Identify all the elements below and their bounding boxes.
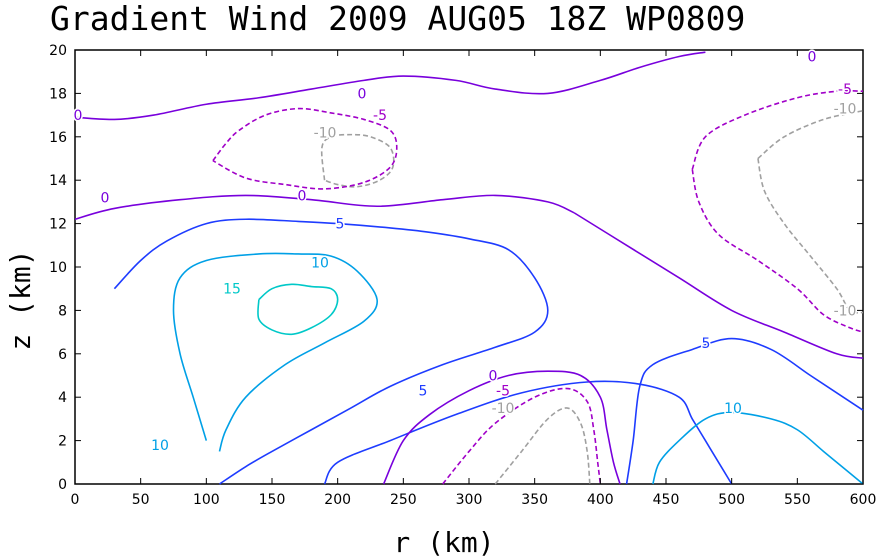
contour-line--10 [320,133,395,188]
x-tick-label: 50 [132,492,150,508]
contour-layer [74,51,864,485]
x-tick-label: 550 [784,492,811,508]
contour-line-15 [257,283,339,336]
x-tick-label: 450 [653,492,680,508]
contour-line--5 [691,169,864,333]
x-axis-label: r (km) [393,526,494,559]
y-tick-label: 16 [49,130,67,146]
contour-line--5 [212,107,398,190]
x-tick-label: 500 [718,492,745,508]
contour-label--5: -5 [838,82,852,98]
contour-label-10: 10 [151,438,169,454]
x-tick-label: 600 [850,492,877,508]
y-tick-label: 10 [49,260,67,276]
contour-label--10: -10 [492,401,515,417]
x-tick-label: 400 [587,492,614,508]
contour-line-0 [74,51,706,121]
contour-label-10: 10 [724,401,742,417]
contour-line-5 [323,380,733,485]
contour-line--10 [757,109,864,160]
x-tick-label: 300 [456,492,483,508]
y-tick-label: 6 [58,347,67,363]
y-tick-label: 14 [49,173,67,189]
contour-label--5: -5 [373,108,387,124]
contour-label-0: 0 [489,369,498,385]
contour-line-5 [113,218,549,485]
contour-line--5 [442,387,602,485]
contour-line-0 [382,370,621,485]
contour-line--5 [691,89,864,170]
chart-title: Gradient Wind 2009 AUG05 18Z WP0809 [50,0,745,38]
contour-line-0 [74,194,575,221]
y-tick-label: 18 [49,86,67,102]
contour-label-0: 0 [74,108,83,124]
contour-label-10: 10 [311,256,329,272]
contour-label-5: 5 [702,336,711,352]
contour-line-10 [652,411,864,485]
y-tick-label: 12 [49,217,67,233]
contour-line-5 [625,337,864,485]
contour-label--10: -10 [314,125,337,141]
contour-label--5: -5 [496,384,510,400]
contour-label-0: 0 [808,50,817,66]
x-tick-label: 200 [324,492,351,508]
x-tick-label: 100 [193,492,220,508]
contour-label-0: 0 [298,188,307,204]
x-tick-label: 0 [71,492,80,508]
y-tick-label: 0 [58,477,67,493]
contour-label--10: -10 [834,303,857,319]
y-axis-ticks: 0 2 4 6 8 10 12 14 16 18 20 [49,43,863,493]
y-tick-label: 4 [58,390,67,406]
x-tick-label: 350 [521,492,548,508]
y-tick-label: 2 [58,434,67,450]
contour-line--10 [757,158,864,314]
y-tick-label: 8 [58,303,67,319]
x-tick-label: 150 [259,492,286,508]
contour-label--10: -10 [834,102,857,118]
contour-label-5: 5 [336,217,345,233]
x-tick-label: 250 [390,492,417,508]
contour-line-10 [172,252,378,452]
contour-label-0: 0 [101,191,110,207]
y-axis-label: z (km) [4,249,37,350]
contour-line-0 [573,212,864,359]
y-tick-label: 20 [49,43,67,59]
contour-line--10 [494,407,591,485]
contour-label-15: 15 [223,282,241,298]
contour-label-5: 5 [419,384,428,400]
contour-label-0: 0 [358,86,367,102]
x-axis-ticks: 0 50 100 150 200 250 300 350 400 450 500 550 600 [71,50,877,508]
